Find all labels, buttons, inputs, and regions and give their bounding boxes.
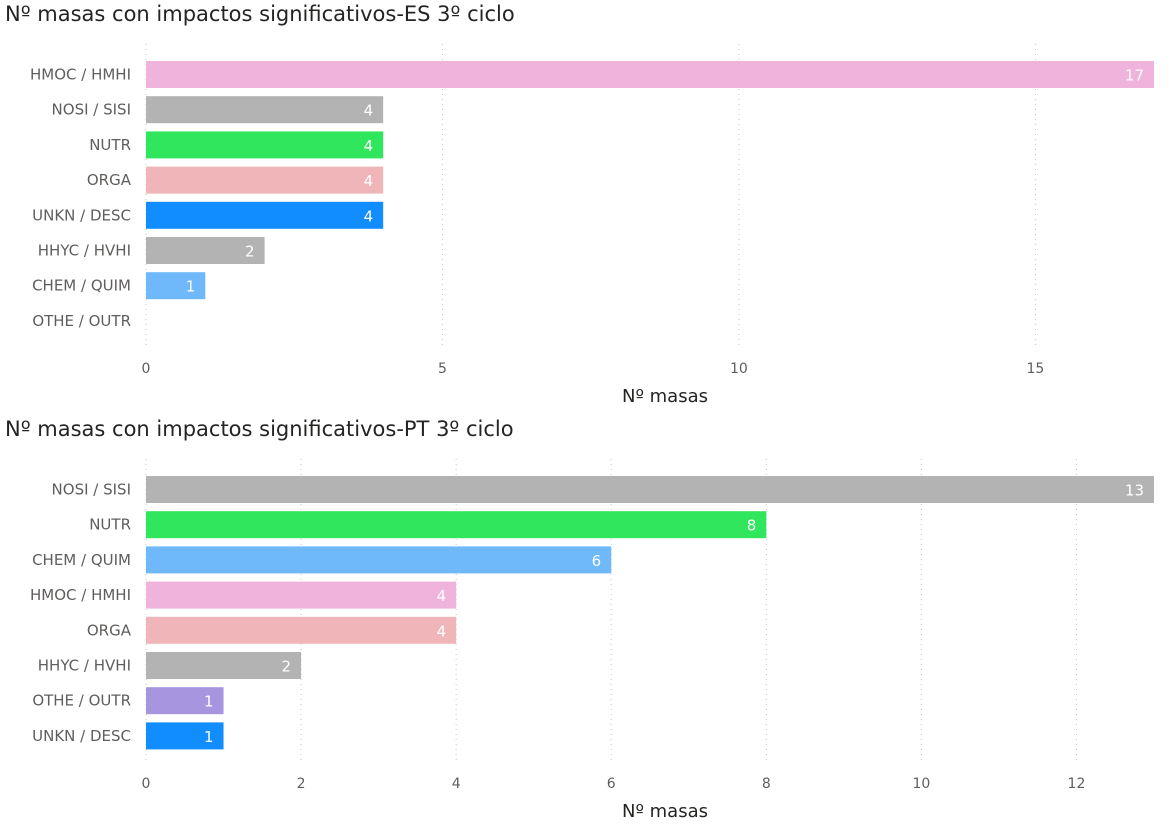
category-label: CHEM / QUIM xyxy=(32,277,131,295)
category-label: HHYC / HVHI xyxy=(38,657,131,675)
bar xyxy=(146,272,206,300)
x-tick-label: 0 xyxy=(142,776,151,792)
data-label: 2 xyxy=(282,658,292,676)
chart-pt: Nº masas con impactos significativos-PT … xyxy=(0,415,1170,827)
x-tick-label: 8 xyxy=(762,776,771,792)
data-label: 1 xyxy=(204,693,214,711)
x-tick-label: 12 xyxy=(1068,776,1086,792)
data-label: 13 xyxy=(1125,482,1144,500)
data-label: 4 xyxy=(364,172,374,190)
chart-title: Nº masas con impactos significativos-ES … xyxy=(5,2,515,26)
data-label: 17 xyxy=(1125,67,1144,85)
data-label: 8 xyxy=(747,517,757,535)
data-label: 4 xyxy=(364,102,374,120)
category-label: NOSI / SISI xyxy=(52,481,131,499)
x-tick-label: 10 xyxy=(912,776,930,792)
x-tick-label: 10 xyxy=(730,361,748,377)
data-label: 4 xyxy=(437,587,447,605)
x-axis-title: Nº masas xyxy=(622,801,708,822)
category-label: ORGA xyxy=(87,171,132,189)
bar xyxy=(146,131,384,159)
bar xyxy=(146,511,767,539)
x-axis-title: Nº masas xyxy=(622,386,708,407)
category-label: NUTR xyxy=(89,136,131,154)
x-tick-label: 15 xyxy=(1026,361,1044,377)
data-label: 4 xyxy=(437,622,447,640)
bar xyxy=(146,201,384,229)
chart-title: Nº masas con impactos significativos-PT … xyxy=(5,417,514,441)
x-tick-label: 0 xyxy=(142,361,151,377)
data-label: 4 xyxy=(364,137,374,155)
category-label: HMOC / HMHI xyxy=(30,586,131,604)
bar xyxy=(146,652,302,679)
bar-chart-es: 0 5 10 15 HMOC / HMHI 17 NOSI / SISI 4 NUTR 4 ORGA… xyxy=(30,44,1154,407)
x-tick-label: 5 xyxy=(438,361,447,377)
bar xyxy=(146,476,1154,503)
bar xyxy=(146,687,224,715)
category-label: ORGA xyxy=(87,621,132,639)
category-label: NUTR xyxy=(89,516,131,534)
bar xyxy=(146,237,265,264)
bar xyxy=(146,722,224,750)
category-label: NOSI / SISI xyxy=(52,101,131,119)
category-label: UNKN / DESC xyxy=(32,206,131,224)
data-label: 6 xyxy=(592,552,602,570)
bar xyxy=(146,616,457,644)
chart-es: Nº masas con impactos significativos-ES … xyxy=(0,0,1170,412)
category-label: HMOC / HMHI xyxy=(30,66,131,84)
category-label: HHYC / HVHI xyxy=(38,242,131,260)
data-label: 1 xyxy=(186,278,196,296)
bar xyxy=(146,96,384,124)
category-label: OTHE / OUTR xyxy=(32,312,131,330)
x-tick-label: 6 xyxy=(607,776,616,792)
bar xyxy=(146,546,612,574)
bar xyxy=(146,581,457,609)
category-label: UNKN / DESC xyxy=(32,727,131,745)
data-label: 4 xyxy=(364,207,374,225)
bar xyxy=(146,61,1154,88)
category-label: CHEM / QUIM xyxy=(32,551,131,569)
bar xyxy=(146,166,384,194)
x-tick-label: 2 xyxy=(297,776,306,792)
data-label: 2 xyxy=(245,243,255,261)
category-label: OTHE / OUTR xyxy=(32,692,131,710)
data-label: 1 xyxy=(204,728,214,746)
x-tick-label: 4 xyxy=(452,776,461,792)
